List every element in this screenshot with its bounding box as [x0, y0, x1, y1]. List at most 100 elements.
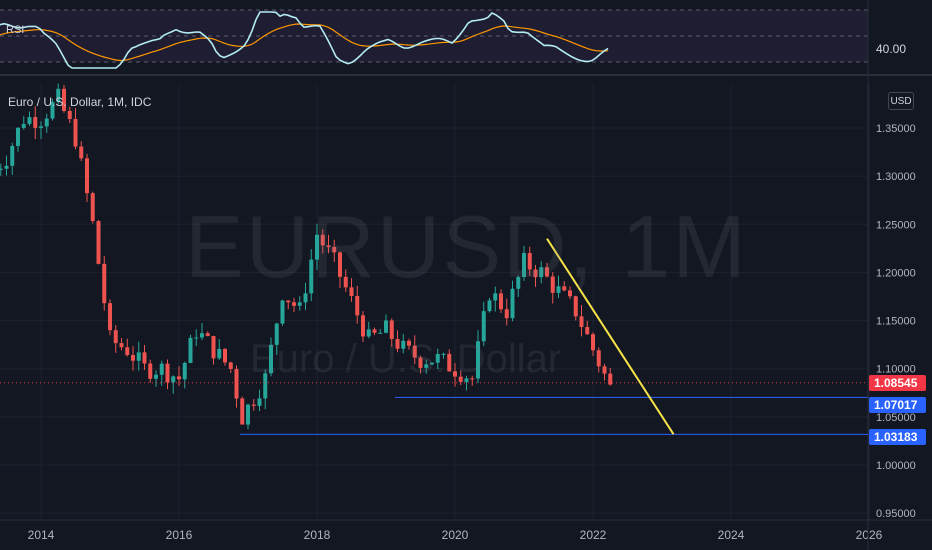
currency-button[interactable]: USD: [888, 92, 914, 110]
candle-59[interactable]: [332, 247, 337, 253]
candle-80[interactable]: [453, 371, 457, 377]
candle-35[interactable]: [194, 337, 199, 339]
candle-73[interactable]: [412, 345, 417, 358]
candle-47[interactable]: [263, 373, 268, 399]
candle-93[interactable]: [527, 253, 532, 270]
candle-32[interactable]: [177, 376, 181, 380]
candle-6[interactable]: [27, 117, 32, 124]
candle-105[interactable]: [596, 350, 601, 367]
candle-96[interactable]: [545, 267, 549, 277]
candle-53[interactable]: [297, 302, 302, 306]
candle-22[interactable]: [119, 343, 124, 348]
candle-81[interactable]: [458, 376, 463, 382]
candle-82[interactable]: [464, 378, 469, 382]
candle-77[interactable]: [435, 353, 440, 363]
candle-37[interactable]: [205, 333, 210, 337]
candle-68[interactable]: [384, 320, 388, 333]
candle-52[interactable]: [292, 302, 296, 306]
candle-74[interactable]: [418, 357, 423, 368]
candle-2[interactable]: [4, 165, 9, 169]
candle-55[interactable]: [309, 259, 314, 294]
candle-18[interactable]: [96, 221, 101, 264]
candle-24[interactable]: [131, 355, 135, 361]
candle-5[interactable]: [21, 123, 26, 128]
candle-45[interactable]: [251, 404, 256, 406]
candle-75[interactable]: [424, 364, 429, 368]
candle-97[interactable]: [550, 276, 555, 293]
candle-70[interactable]: [395, 338, 400, 349]
candle-54[interactable]: [303, 293, 308, 303]
candle-92[interactable]: [522, 253, 526, 278]
candle-85[interactable]: [481, 311, 486, 342]
candle-65[interactable]: [366, 329, 371, 337]
candle-69[interactable]: [389, 320, 394, 339]
candle-43[interactable]: [240, 398, 245, 425]
candle-67[interactable]: [378, 332, 383, 334]
candle-33[interactable]: [182, 362, 187, 380]
candle-42[interactable]: [234, 368, 239, 399]
candle-87[interactable]: [493, 293, 498, 301]
candle-100[interactable]: [568, 290, 572, 297]
candle-27[interactable]: [148, 363, 153, 379]
candle-64[interactable]: [361, 315, 365, 337]
candle-12[interactable]: [62, 88, 66, 111]
candle-61[interactable]: [343, 276, 348, 288]
candle-3[interactable]: [10, 145, 15, 166]
candle-28[interactable]: [154, 374, 158, 379]
candle-48[interactable]: [269, 344, 273, 374]
candle-79[interactable]: [447, 353, 452, 372]
chart-title[interactable]: Euro / U.S. Dollar, 1M, IDC: [8, 95, 152, 109]
candle-60[interactable]: [338, 252, 342, 277]
candle-4[interactable]: [16, 127, 20, 146]
candle-71[interactable]: [401, 340, 406, 349]
rsi-legend[interactable]: RSI: [6, 24, 25, 36]
candle-25[interactable]: [136, 352, 141, 361]
candle-72[interactable]: [407, 340, 411, 346]
candle-13[interactable]: [67, 110, 72, 120]
candle-86[interactable]: [487, 300, 492, 312]
candle-30[interactable]: [165, 363, 170, 383]
candle-99[interactable]: [562, 286, 567, 291]
candle-10[interactable]: [50, 101, 55, 119]
candle-58[interactable]: [326, 245, 331, 248]
candle-107[interactable]: [608, 373, 613, 385]
candle-14[interactable]: [73, 119, 78, 147]
candle-62[interactable]: [349, 287, 354, 297]
candle-94[interactable]: [533, 269, 538, 278]
candle-21[interactable]: [113, 330, 118, 344]
candle-90[interactable]: [510, 288, 515, 319]
candle-83[interactable]: [470, 378, 475, 380]
candle-23[interactable]: [125, 347, 130, 356]
candle-7[interactable]: [33, 117, 38, 128]
candle-1[interactable]: [0, 168, 3, 170]
candle-84[interactable]: [476, 341, 480, 379]
candle-89[interactable]: [504, 309, 509, 319]
candle-17[interactable]: [90, 193, 95, 222]
candle-26[interactable]: [142, 352, 147, 364]
candle-91[interactable]: [516, 277, 521, 289]
candle-38[interactable]: [211, 336, 216, 359]
candle-95[interactable]: [539, 267, 544, 278]
candle-88[interactable]: [499, 293, 503, 310]
candle-46[interactable]: [257, 398, 262, 406]
candle-9[interactable]: [44, 118, 49, 127]
candle-31[interactable]: [171, 376, 176, 383]
candle-34[interactable]: [188, 337, 193, 363]
candle-57[interactable]: [320, 234, 325, 246]
candle-102[interactable]: [579, 316, 584, 328]
candle-16[interactable]: [85, 158, 89, 194]
candle-49[interactable]: [274, 323, 279, 345]
candle-101[interactable]: [573, 296, 578, 317]
candle-104[interactable]: [591, 334, 595, 351]
candle-29[interactable]: [159, 363, 164, 375]
candle-63[interactable]: [355, 296, 360, 316]
candle-78[interactable]: [441, 353, 446, 355]
candle-36[interactable]: [200, 333, 204, 338]
candle-103[interactable]: [585, 327, 590, 335]
candle-66[interactable]: [372, 329, 377, 333]
candle-98[interactable]: [556, 286, 561, 293]
candle-76[interactable]: [430, 362, 434, 365]
candle-20[interactable]: [108, 303, 112, 331]
